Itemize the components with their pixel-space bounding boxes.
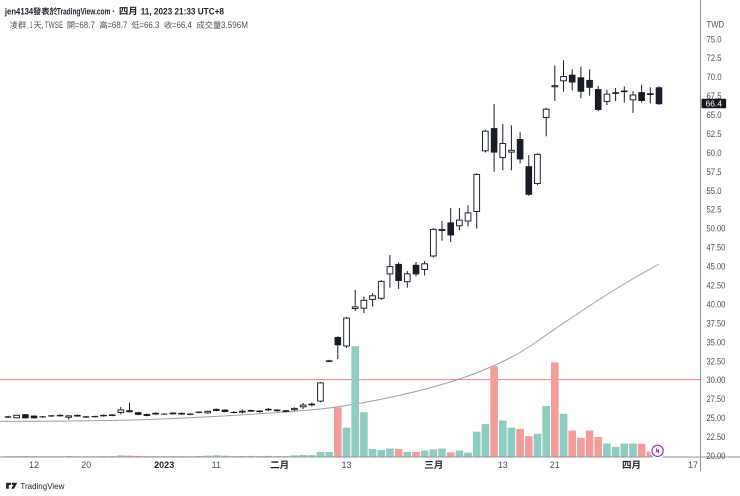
svg-text:57.5: 57.5	[707, 167, 722, 177]
svg-text:,: ,	[41, 19, 43, 30]
svg-text:66.4: 66.4	[706, 98, 723, 108]
svg-text:22.50: 22.50	[707, 432, 726, 442]
svg-text:65.0: 65.0	[707, 110, 722, 120]
svg-text:50.00: 50.00	[707, 224, 726, 234]
svg-text:17: 17	[688, 460, 698, 470]
svg-text:·: ·	[112, 5, 115, 16]
svg-text:20: 20	[81, 460, 91, 470]
svg-text:37.50: 37.50	[707, 318, 726, 328]
svg-text:=66.4: =66.4	[172, 19, 192, 30]
svg-text:TWSE: TWSE	[45, 19, 63, 30]
svg-text:2023: 2023	[154, 460, 174, 470]
svg-text:12: 12	[29, 460, 39, 470]
svg-text:TradingView.com: TradingView.com	[57, 5, 111, 16]
svg-text:67.5: 67.5	[707, 91, 722, 101]
svg-text:30.00: 30.00	[707, 375, 726, 385]
svg-text:55.0: 55.0	[707, 186, 722, 196]
svg-text:62.5: 62.5	[707, 129, 722, 139]
svg-text:70.0: 70.0	[707, 72, 722, 82]
svg-text:=68.7: =68.7	[107, 19, 127, 30]
svg-text:3.596M: 3.596M	[221, 19, 248, 30]
svg-text:27.50: 27.50	[707, 394, 726, 404]
svg-text:13: 13	[341, 460, 351, 470]
svg-text:13: 13	[498, 460, 508, 470]
svg-text:, 1: , 1	[27, 19, 32, 30]
svg-text:60.0: 60.0	[707, 148, 722, 158]
svg-text:=68.7: =68.7	[75, 19, 95, 30]
svg-text:32.50: 32.50	[707, 356, 726, 366]
svg-text:47.50: 47.50	[707, 243, 726, 253]
svg-text:35.00: 35.00	[707, 337, 726, 347]
svg-text:21: 21	[550, 460, 560, 470]
svg-text:TWD: TWD	[707, 20, 725, 30]
svg-text:42.50: 42.50	[707, 281, 726, 291]
svg-text:40.00: 40.00	[707, 299, 726, 309]
svg-text:72.5: 72.5	[707, 53, 722, 63]
svg-text:45.00: 45.00	[707, 262, 726, 272]
svg-text:11: 11	[212, 460, 221, 470]
svg-text:25.00: 25.00	[707, 413, 726, 423]
svg-text:75.0: 75.0	[707, 34, 722, 44]
svg-text:20.00: 20.00	[707, 451, 726, 461]
svg-text:11, 2023 21:33 UTC+8: 11, 2023 21:33 UTC+8	[141, 5, 224, 16]
svg-text:=66.3: =66.3	[139, 19, 159, 30]
svg-text:52.5: 52.5	[707, 205, 722, 215]
svg-text:jen4134: jen4134	[4, 5, 34, 16]
svg-text:TradingView: TradingView	[20, 482, 64, 491]
